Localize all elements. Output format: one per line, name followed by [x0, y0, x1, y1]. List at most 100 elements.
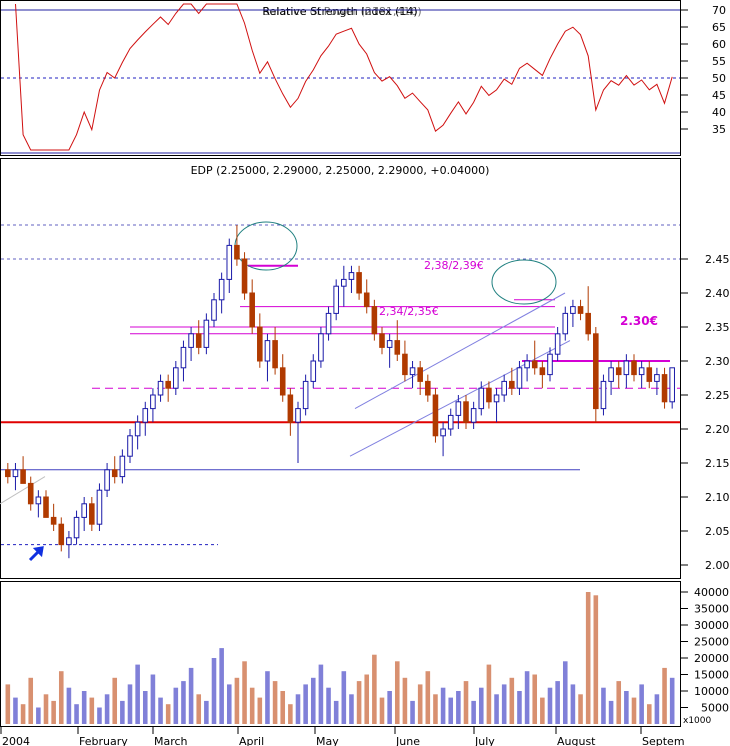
candle-body: [646, 367, 653, 382]
volume-bar: [226, 684, 232, 724]
candle-body: [272, 340, 278, 369]
candle-body: [180, 346, 187, 369]
volume-bar: [356, 681, 362, 724]
price-tick-label: 2.30: [705, 355, 730, 368]
annotation-238-239: 2,38/2,39€: [424, 259, 484, 272]
candle-body: [348, 272, 355, 280]
candle-body: [302, 380, 309, 410]
price-tick-label: 2.15: [705, 457, 730, 470]
volume-bar: [333, 700, 339, 724]
candle-body: [127, 435, 133, 457]
candle-body: [516, 367, 523, 389]
volume-bar: [394, 661, 400, 724]
volume-bar: [372, 654, 377, 724]
volume-bar: [501, 684, 507, 724]
candle-body: [524, 360, 530, 369]
price-tick-label: 2.10: [705, 491, 730, 504]
rsi-title-overlay: Balance of Power (2181,416): [262, 5, 421, 18]
candle-body: [211, 299, 217, 321]
volume-bar: [585, 592, 591, 724]
price-tick-label: 2.25: [705, 389, 730, 402]
x-tick-label: February: [79, 735, 128, 746]
x-tick-label: August: [557, 735, 596, 746]
candle-body: [554, 333, 561, 355]
trend-channel-upper: [354, 292, 566, 410]
candle-body: [440, 428, 446, 437]
candle-body: [562, 312, 569, 335]
volume-bar: [456, 691, 461, 724]
volume-bar: [272, 681, 278, 724]
volume-bar: [20, 704, 26, 724]
price-overlays: [0, 221, 680, 546]
volume-bar: [341, 671, 347, 724]
candle-body: [409, 367, 416, 376]
candle-body: [142, 408, 149, 423]
candle-body: [447, 414, 454, 430]
volume-bar: [81, 691, 87, 724]
early-trend-line: [0, 476, 46, 505]
volume-bar: [425, 671, 431, 724]
volume-bar: [532, 674, 538, 724]
candle-body: [478, 387, 485, 410]
candle-body: [333, 285, 339, 314]
volume-tick-label: 25000: [694, 636, 729, 649]
volume-tick-label: 30000: [694, 619, 729, 632]
price-annotations: 2,38/2,39€ 2,34/2,35€ 2.30€: [379, 259, 658, 328]
highlight-ellipse-july: [491, 259, 557, 305]
volume-bar: [608, 700, 614, 724]
volume-bar: [402, 677, 408, 724]
candle-body: [654, 374, 660, 382]
trend-channel-lower: [349, 340, 571, 457]
candle-body: [570, 306, 576, 314]
volume-bar: [524, 671, 530, 724]
volume-bar: [288, 704, 293, 724]
candle-body: [287, 394, 294, 423]
volume-bar: [646, 704, 652, 724]
candle-body: [371, 306, 378, 335]
volume-bar: [66, 687, 72, 724]
candle-body: [249, 292, 255, 328]
volume-bar: [616, 681, 622, 724]
volume-tick-label: 10000: [694, 685, 729, 698]
volume-bar: [387, 691, 392, 724]
x-tick-label: Septem: [642, 735, 685, 746]
volume-bar: [280, 691, 286, 724]
candle-body: [89, 503, 95, 525]
volume-bar: [196, 694, 202, 724]
volume-bar: [540, 697, 545, 724]
candle-body: [165, 380, 171, 389]
volume-bar: [517, 691, 522, 724]
x-tick-label: 2004: [2, 735, 30, 746]
candles: [5, 225, 675, 559]
candle-body: [310, 360, 317, 382]
volume-bar: [28, 677, 34, 724]
candle-body: [257, 326, 263, 362]
volume-bar: [440, 687, 446, 724]
price-tick-label: 2.45: [705, 253, 730, 266]
volume-bar: [624, 691, 629, 724]
candle-body: [43, 496, 49, 518]
rsi-tick-label: 40: [712, 106, 726, 119]
candle-body: [203, 319, 210, 348]
volume-bar: [509, 677, 515, 724]
rsi-tick-label: 35: [712, 123, 726, 136]
candle-body: [493, 394, 500, 403]
volume-bar: [417, 684, 423, 724]
volume-bar: [463, 681, 469, 724]
volume-bar: [120, 700, 125, 724]
volume-bar: [601, 687, 606, 724]
volume-tick-label: 35000: [694, 603, 729, 616]
candle-body: [295, 408, 301, 423]
volume-bar: [135, 664, 140, 724]
candle-body: [318, 333, 324, 362]
price-gridlines: [1, 224, 680, 260]
candle-body: [356, 272, 362, 294]
volume-bar: [364, 674, 370, 724]
candle-body: [27, 482, 34, 505]
x-tick-label: May: [316, 735, 339, 746]
volume-bar: [150, 674, 156, 724]
candle-body: [241, 258, 248, 294]
annotation-230: 2.30€: [620, 314, 658, 328]
candle-body: [470, 408, 477, 423]
